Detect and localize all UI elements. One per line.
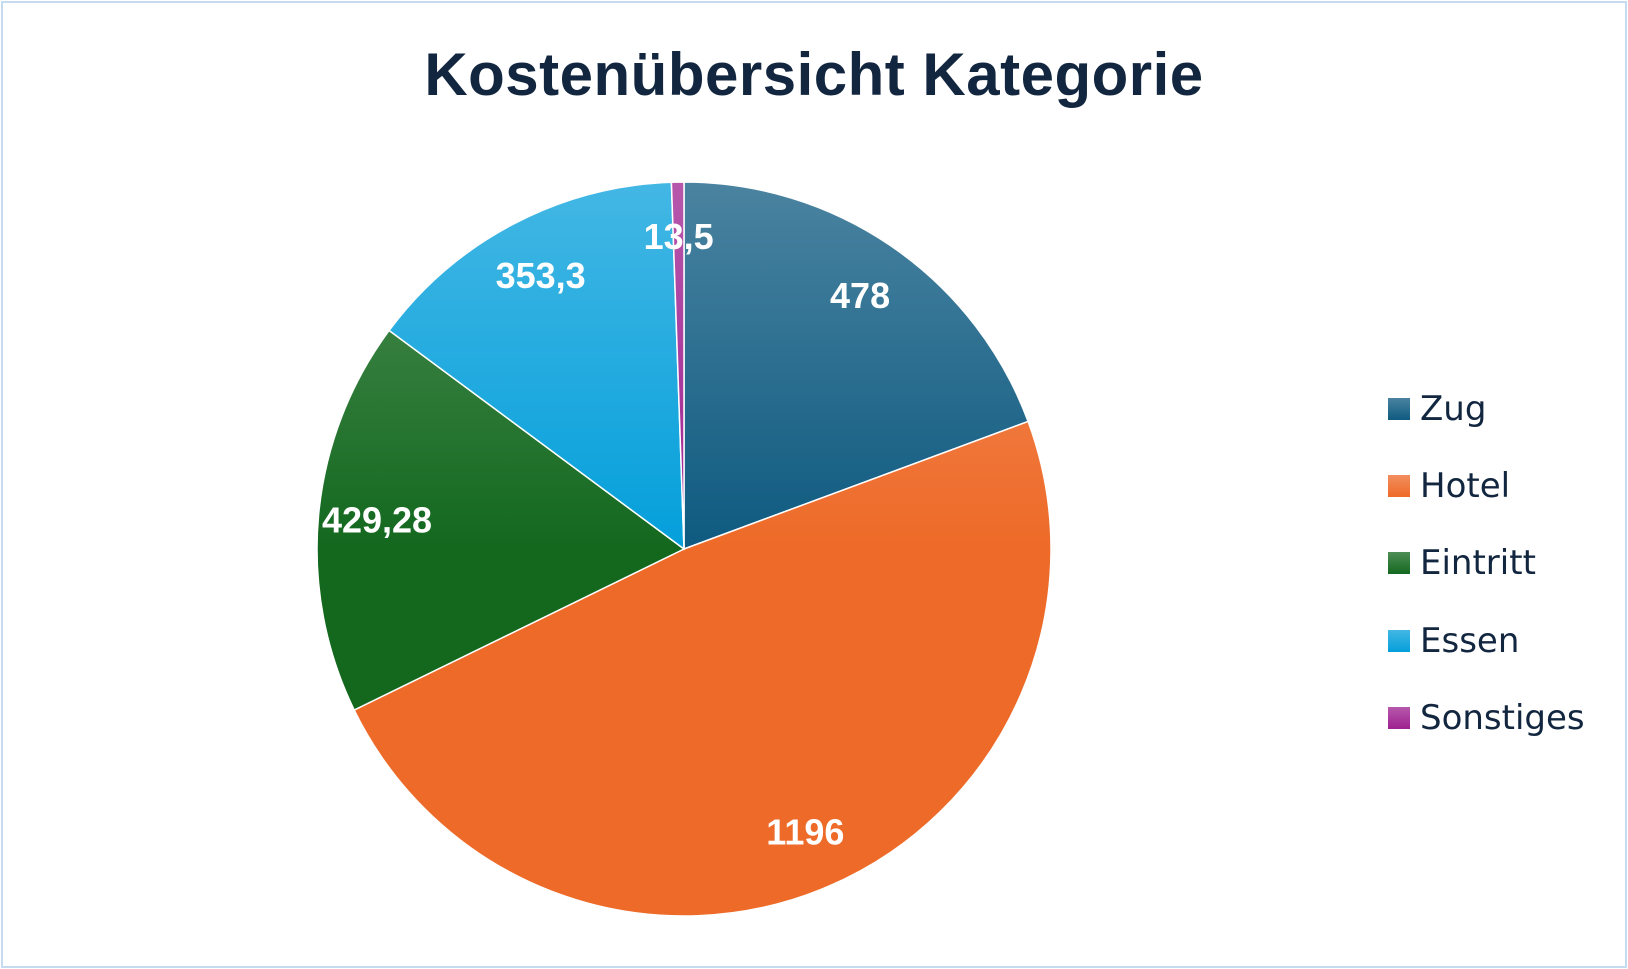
legend-item-eintritt: Eintritt <box>1388 525 1585 602</box>
legend-label: Eintritt <box>1420 543 1536 584</box>
legend-swatch <box>1388 707 1410 730</box>
data-label-hotel: 1196 <box>766 811 844 852</box>
legend-swatch <box>1388 475 1410 498</box>
legend-label: Sonstiges <box>1420 698 1585 739</box>
legend-item-hotel: Hotel <box>1388 447 1585 524</box>
pie-slice-essen <box>388 181 685 551</box>
legend-label: Zug <box>1420 388 1487 429</box>
legend-label: Essen <box>1420 620 1520 661</box>
pie-slice-hotel <box>353 420 1052 917</box>
pie-slice-zug <box>683 181 1030 551</box>
legend: Zug Hotel Eintritt Essen Sonstiges <box>1388 370 1585 757</box>
legend-swatch <box>1388 552 1410 575</box>
legend-label: Hotel <box>1420 466 1511 507</box>
legend-item-sonstiges: Sonstiges <box>1388 680 1585 757</box>
data-label-eintritt: 429,28 <box>322 500 432 541</box>
legend-swatch <box>1388 397 1410 420</box>
data-label-zug: 478 <box>830 275 890 316</box>
data-label-sonstiges: 13,5 <box>644 216 714 257</box>
legend-item-zug: Zug <box>1388 370 1585 447</box>
legend-swatch <box>1388 629 1410 652</box>
legend-item-essen: Essen <box>1388 602 1585 679</box>
chart-title: Kostenübersicht Kategorie <box>424 41 1204 108</box>
data-label-essen: 353,3 <box>496 255 586 296</box>
pie-slice-eintritt <box>316 329 686 712</box>
pie-slice-sonstiges <box>670 181 685 550</box>
